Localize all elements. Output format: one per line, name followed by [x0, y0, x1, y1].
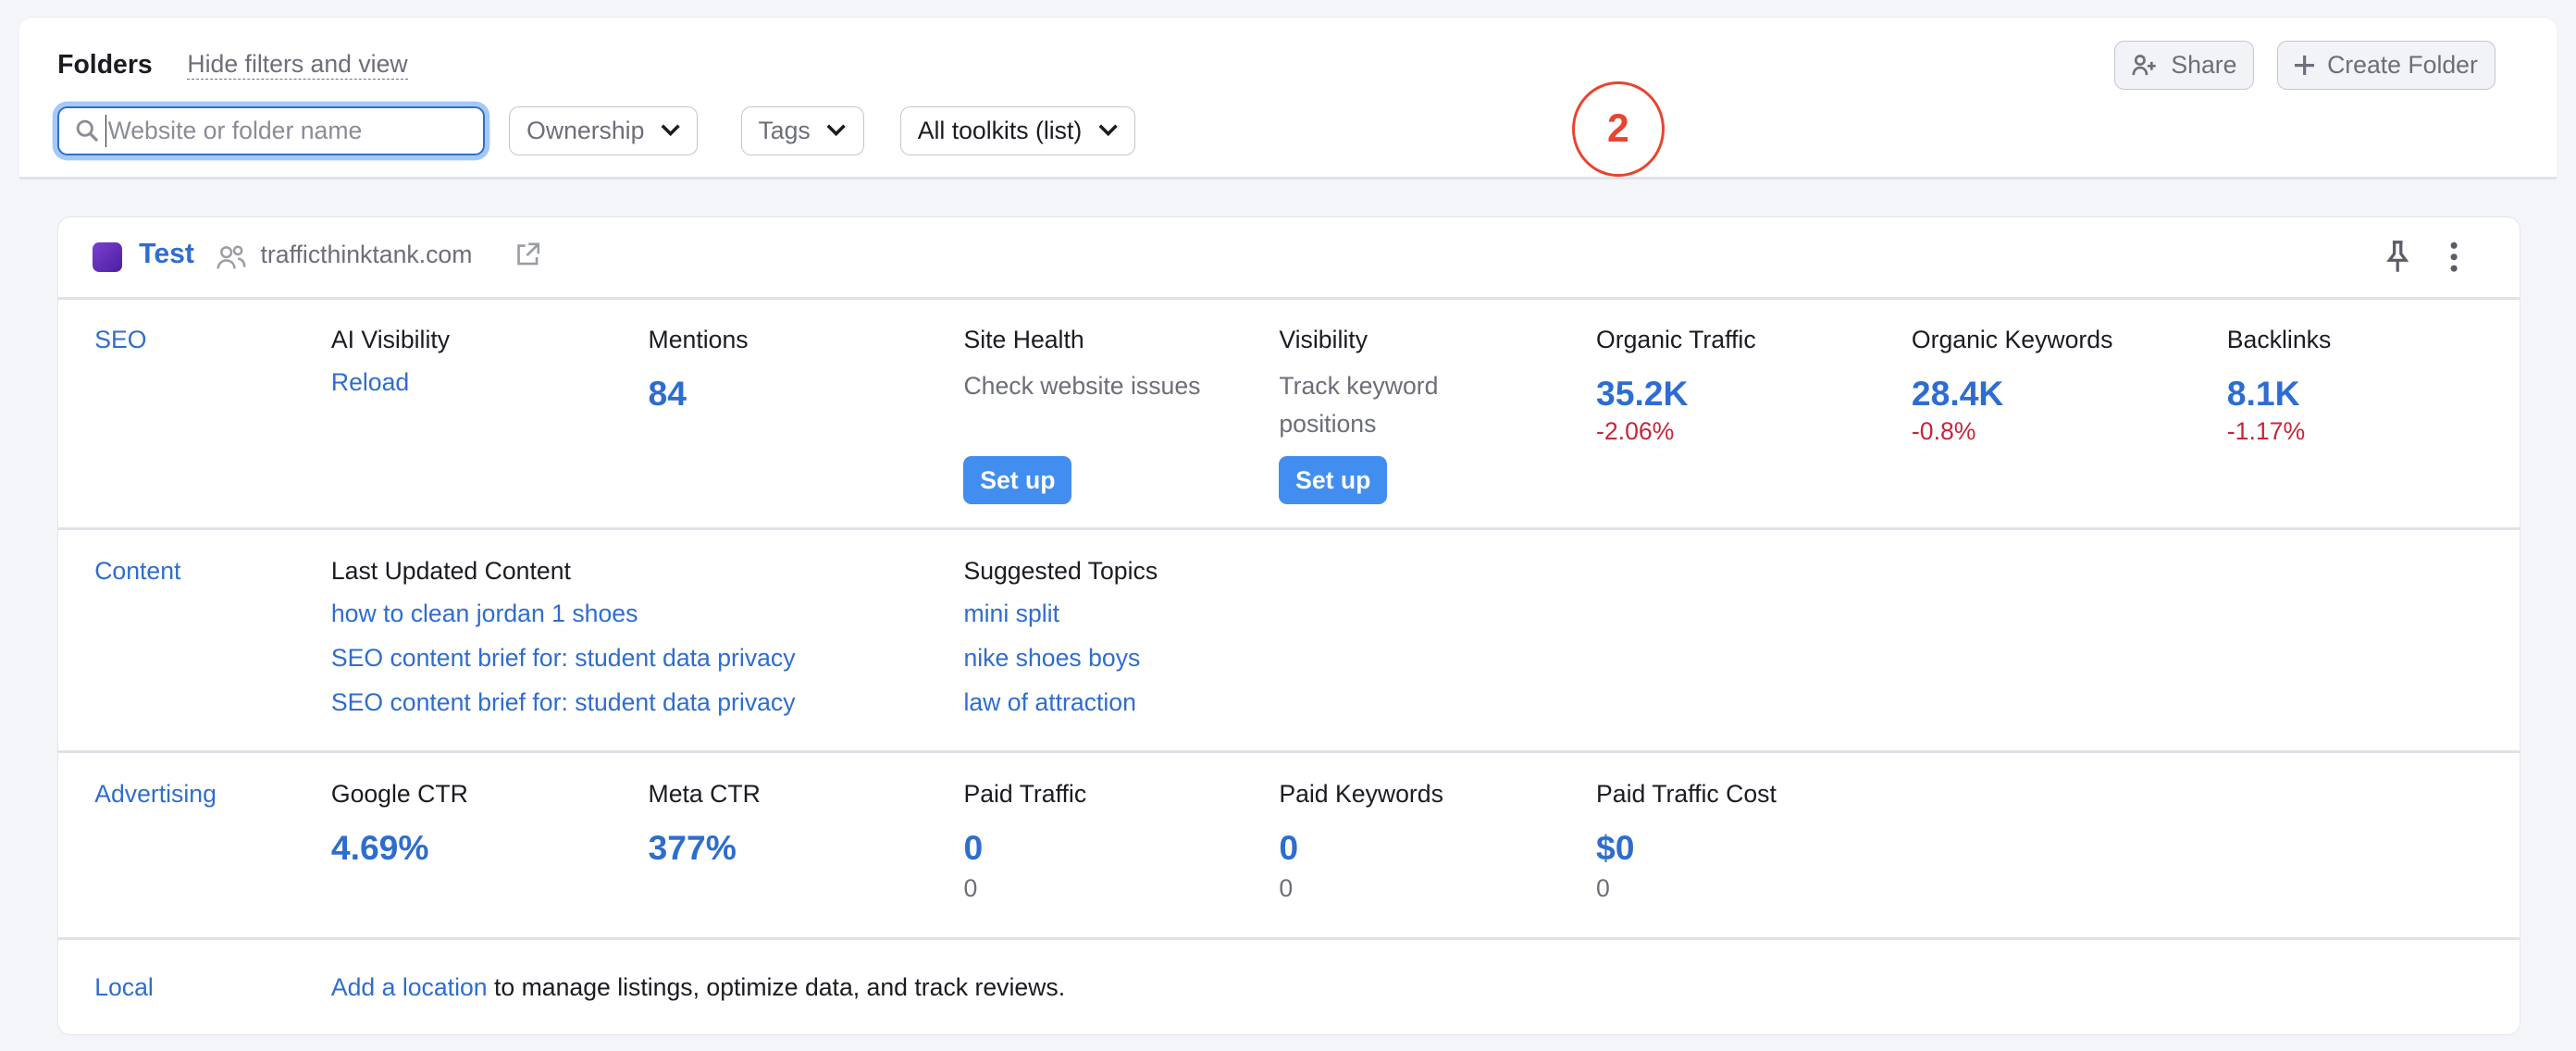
project-name[interactable]: Test	[139, 239, 194, 270]
add-user-icon	[2132, 54, 2156, 75]
visibility-title: Visibility	[1279, 325, 1368, 353]
ai-visibility-title: AI Visibility	[330, 325, 451, 353]
backlinks-cell: Backlinks 8.1K -1.17%	[2227, 326, 2531, 446]
chevron-down-icon	[661, 124, 680, 137]
organic-traffic-change: -2.06%	[1596, 416, 1675, 445]
suggested-topics-cell: Suggested Topics mini split nike shoes b…	[963, 557, 1456, 725]
paid-traffic-cell: Paid Traffic 0 0	[963, 780, 1267, 903]
suggested-topics-title: Suggested Topics	[963, 556, 1158, 585]
local-row: Local Add a location to manage listings,…	[58, 940, 2519, 1035]
shared-users-icon	[217, 245, 245, 269]
annotation-marker: 2	[1572, 80, 1665, 177]
seo-label[interactable]: SEO	[94, 325, 147, 353]
meta-ctr-value[interactable]: 377%	[648, 827, 737, 867]
organic-traffic-cell: Organic Traffic 35.2K -2.06%	[1596, 326, 1900, 446]
seo-row: SEO AI Visibility Reload Mentions 84 Sit…	[58, 300, 2520, 531]
paid-traffic-value[interactable]: 0	[963, 827, 984, 867]
reload-link[interactable]: Reload	[330, 368, 410, 397]
google-ctr-title: Google CTR	[330, 779, 468, 808]
toolkits-dropdown[interactable]: All toolkits (list)	[899, 105, 1136, 155]
organic-traffic-title: Organic Traffic	[1596, 325, 1756, 353]
pin-icon[interactable]	[2384, 241, 2410, 274]
create-folder-button[interactable]: Create Folder	[2276, 40, 2496, 90]
local-description: to manage listings, optimize data, and t…	[487, 972, 1066, 1001]
content-label[interactable]: Content	[94, 556, 181, 585]
google-ctr-cell: Google CTR 4.69%	[331, 780, 635, 868]
paid-keywords-value[interactable]: 0	[1279, 827, 1299, 867]
project-domain-link[interactable]: trafficthinktank.com	[260, 241, 473, 269]
ownership-dropdown[interactable]: Ownership	[509, 105, 699, 155]
organic-keywords-value[interactable]: 28.4K	[1911, 374, 2004, 414]
organic-keywords-title: Organic Keywords	[1911, 325, 2113, 353]
mentions-cell: Mentions 84	[649, 326, 952, 414]
add-location-link[interactable]: Add a location	[330, 972, 488, 1001]
meta-ctr-cell: Meta CTR 377%	[649, 780, 952, 868]
paid-traffic-title: Paid Traffic	[963, 779, 1087, 808]
ai-visibility-cell: AI Visibility Reload	[331, 326, 635, 405]
site-health-cell: Site Health Check website issues Set up	[963, 325, 1267, 505]
paid-cost-cell: Paid Traffic Cost $0 0	[1596, 780, 1900, 903]
toolkits-label: All toolkits (list)	[917, 116, 1083, 144]
advertising-label[interactable]: Advertising	[94, 779, 217, 808]
meta-ctr-title: Meta CTR	[648, 779, 761, 808]
project-logo-icon	[93, 241, 123, 272]
visibility-cell: Visibility Track keyword positions Set u…	[1279, 325, 1492, 505]
paid-cost-value[interactable]: $0	[1596, 827, 1635, 867]
organic-keywords-change: -0.8%	[1911, 416, 1976, 445]
mentions-value[interactable]: 84	[648, 374, 687, 414]
paid-keywords-title: Paid Keywords	[1279, 779, 1443, 808]
google-ctr-value[interactable]: 4.69%	[330, 827, 429, 867]
backlinks-change: -1.17%	[2226, 416, 2306, 445]
topic-link[interactable]: law of attraction	[963, 687, 1136, 716]
content-link[interactable]: how to clean jordan 1 shoes	[330, 599, 638, 627]
last-updated-cell: Last Updated Content how to clean jordan…	[331, 557, 923, 725]
paid-cost-sub: 0	[1596, 874, 1610, 903]
backlinks-value[interactable]: 8.1K	[2226, 374, 2300, 414]
plus-icon	[2294, 55, 2314, 75]
content-link[interactable]: SEO content brief for: student data priv…	[330, 687, 796, 716]
backlinks-title: Backlinks	[2226, 325, 2332, 353]
visibility-desc: Track keyword positions	[1279, 372, 1439, 439]
paid-cost-title: Paid Traffic Cost	[1596, 779, 1777, 808]
folders-header: Folders Hide filters and view Ownership …	[19, 16, 2557, 179]
search-icon	[76, 119, 99, 142]
create-folder-label: Create Folder	[2327, 50, 2478, 79]
ownership-label: Ownership	[526, 116, 645, 144]
search-field[interactable]	[57, 105, 486, 156]
topic-link[interactable]: nike shoes boys	[963, 643, 1141, 672]
project-card-header: Test trafficthinktank.com	[58, 217, 2520, 300]
chevron-down-icon	[827, 124, 847, 137]
advertising-row: Advertising Google CTR 4.69% Meta CTR 37…	[58, 753, 2520, 941]
tags-dropdown[interactable]: Tags	[740, 105, 864, 155]
external-link-icon[interactable]	[515, 242, 540, 267]
local-label[interactable]: Local	[94, 972, 154, 1001]
mentions-title: Mentions	[648, 325, 749, 353]
organic-traffic-value[interactable]: 35.2K	[1596, 374, 1689, 414]
site-health-desc: Check website issues	[963, 372, 1201, 401]
content-row: Content Last Updated Content how to clea…	[58, 530, 2520, 754]
last-updated-title: Last Updated Content	[330, 556, 571, 585]
organic-keywords-cell: Organic Keywords 28.4K -0.8%	[1912, 326, 2215, 446]
share-button[interactable]: Share	[2114, 40, 2255, 90]
page-title: Folders	[57, 50, 153, 80]
visibility-setup-button[interactable]: Set up	[1279, 456, 1388, 505]
paid-traffic-sub: 0	[963, 874, 978, 903]
project-card: Test trafficthinktank.com SEO AI Visibil…	[57, 216, 2520, 1035]
topic-link[interactable]: mini split	[963, 599, 1059, 627]
share-label: Share	[2171, 50, 2237, 79]
paid-keywords-sub: 0	[1279, 874, 1294, 903]
paid-keywords-cell: Paid Keywords 0 0	[1279, 780, 1582, 903]
site-health-title: Site Health	[963, 325, 1084, 353]
content-link[interactable]: SEO content brief for: student data priv…	[330, 643, 796, 672]
hide-filters-link[interactable]: Hide filters and view	[187, 50, 408, 80]
site-health-setup-button[interactable]: Set up	[963, 456, 1072, 505]
local-cell: Add a location to manage listings, optim…	[331, 973, 1481, 1002]
more-options-icon[interactable]	[2447, 241, 2460, 274]
chevron-down-icon	[1098, 124, 1118, 137]
tags-label: Tags	[758, 116, 811, 144]
search-input[interactable]	[105, 115, 456, 147]
